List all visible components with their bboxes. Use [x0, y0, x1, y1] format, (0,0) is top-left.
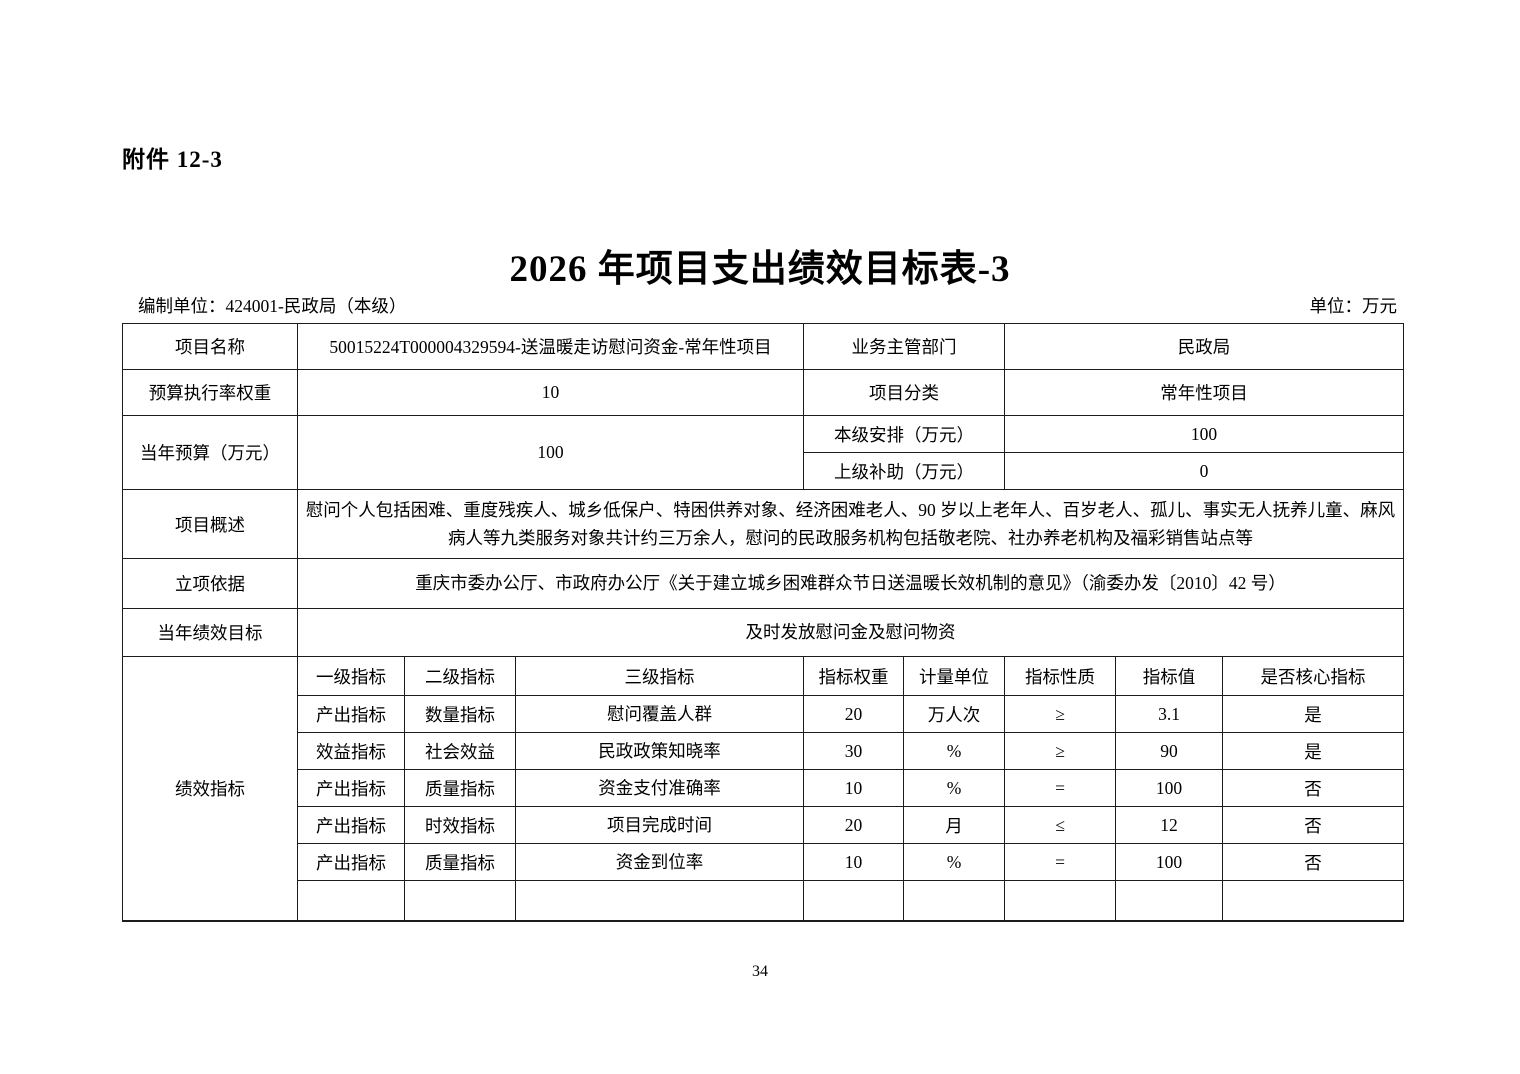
cell-core: 是 — [1222, 732, 1404, 770]
page-number: 34 — [752, 963, 768, 980]
indicator-header-level1: 一级指标 — [297, 656, 405, 696]
cell-level1: 产出指标 — [297, 769, 405, 807]
cell-level3: 民政政策知晓率 — [515, 732, 804, 770]
project-name-value: 50015224T000004329594-送温暖走访慰问资金-常年性项目 — [297, 323, 804, 370]
cell-unit: % — [903, 732, 1005, 770]
cell-level3: 资金支付准确率 — [515, 769, 804, 807]
dept-label: 业务主管部门 — [803, 323, 1005, 370]
cell-value: 12 — [1115, 806, 1223, 844]
cell-weight: 20 — [803, 806, 904, 844]
indicator-row: 产出指标 数量指标 慰问覆盖人群 20 万人次 ≥ 3.1 是 — [123, 695, 1404, 733]
cell-core — [1222, 880, 1404, 921]
cell-value: 100 — [1115, 769, 1223, 807]
cell-nature: ≥ — [1004, 732, 1116, 770]
cell-core: 否 — [1222, 843, 1404, 881]
indicator-header-nature: 指标性质 — [1004, 656, 1116, 696]
cell-unit — [903, 880, 1005, 921]
category-label: 项目分类 — [803, 369, 1005, 416]
cell-unit: % — [903, 769, 1005, 807]
indicator-row: 产出指标 质量指标 资金到位率 10 % = 100 否 — [123, 843, 1404, 881]
project-name-label: 项目名称 — [122, 323, 298, 370]
superior-subsidy-value: 0 — [1004, 452, 1404, 490]
cell-level1: 效益指标 — [297, 732, 405, 770]
cell-unit: 万人次 — [903, 695, 1005, 733]
cell-weight: 10 — [803, 843, 904, 881]
row-overview: 项目概述 慰问个人包括困难、重度残疾人、城乡低保户、特困供养对象、经济困难老人、… — [122, 489, 1404, 559]
goal-value: 及时发放慰问金及慰问物资 — [297, 608, 1404, 657]
cell-level2 — [404, 880, 516, 921]
indicator-header-value: 指标值 — [1115, 656, 1223, 696]
cell-level2: 质量指标 — [404, 769, 516, 807]
cell-core: 否 — [1222, 769, 1404, 807]
row-project-name: 项目名称 50015224T000004329594-送温暖走访慰问资金-常年性… — [122, 323, 1404, 370]
row-goal: 当年绩效目标 及时发放慰问金及慰问物资 — [122, 608, 1404, 657]
indicator-row: 效益指标 社会效益 民政政策知晓率 30 % ≥ 90 是 — [123, 732, 1404, 770]
page-title: 2026 年项目支出绩效目标表-3 — [509, 249, 1011, 290]
cell-level1: 产出指标 — [297, 843, 405, 881]
cell-weight: 20 — [803, 695, 904, 733]
local-arrangement-value: 100 — [1004, 415, 1404, 453]
cell-level1: 产出指标 — [297, 695, 405, 733]
cell-level1 — [297, 880, 405, 921]
cell-weight — [803, 880, 904, 921]
cell-nature: = — [1004, 843, 1116, 881]
overview-value: 慰问个人包括困难、重度残疾人、城乡低保户、特困供养对象、经济困难老人、90 岁以… — [297, 489, 1404, 559]
category-value: 常年性项目 — [1004, 369, 1404, 416]
cell-nature — [1004, 880, 1116, 921]
cell-nature: ≤ — [1004, 806, 1116, 844]
indicator-header-level3: 三级指标 — [515, 656, 804, 696]
cell-level1: 产出指标 — [297, 806, 405, 844]
cell-value: 100 — [1115, 843, 1223, 881]
indicator-header-level2: 二级指标 — [404, 656, 516, 696]
cell-nature: = — [1004, 769, 1116, 807]
cell-value: 90 — [1115, 732, 1223, 770]
indicators-section-label: 绩效指标 — [122, 656, 298, 921]
table-meta-row: 编制单位：424001-民政局（本级） 单位：万元 — [122, 293, 1403, 318]
indicator-header-weight: 指标权重 — [803, 656, 904, 696]
indicator-row: 产出指标 质量指标 资金支付准确率 10 % = 100 否 — [123, 769, 1404, 807]
goal-label: 当年绩效目标 — [122, 608, 298, 657]
budget-rate-label: 预算执行率权重 — [122, 369, 298, 416]
annual-budget-label: 当年预算（万元） — [122, 415, 298, 490]
cell-level3: 慰问覆盖人群 — [515, 695, 804, 733]
cell-nature: ≥ — [1004, 695, 1116, 733]
row-annual-budget-b: 上级补助（万元） 0 — [123, 452, 1404, 490]
indicator-row: 产出指标 时效指标 项目完成时间 20 月 ≤ 12 否 — [123, 806, 1404, 844]
prepared-by: 编制单位：424001-民政局（本级） — [138, 296, 407, 316]
indicator-header-unit: 计量单位 — [903, 656, 1005, 696]
cell-core: 是 — [1222, 695, 1404, 733]
basis-value: 重庆市委办公厅、市政府办公厅《关于建立城乡困难群众节日送温暖长效机制的意见》（渝… — [297, 558, 1404, 609]
local-arrangement-label: 本级安排（万元） — [803, 415, 1005, 453]
cell-level2: 质量指标 — [404, 843, 516, 881]
row-basis: 立项依据 重庆市委办公厅、市政府办公厅《关于建立城乡困难群众节日送温暖长效机制的… — [122, 558, 1404, 609]
cell-level2: 数量指标 — [404, 695, 516, 733]
cell-weight: 30 — [803, 732, 904, 770]
superior-subsidy-label: 上级补助（万元） — [803, 452, 1005, 490]
cell-level2: 社会效益 — [404, 732, 516, 770]
cell-level3: 项目完成时间 — [515, 806, 804, 844]
performance-target-table: 项目名称 50015224T000004329594-送温暖走访慰问资金-常年性… — [122, 323, 1404, 922]
cell-level2: 时效指标 — [404, 806, 516, 844]
cell-level3: 资金到位率 — [515, 843, 804, 881]
cell-value — [1115, 880, 1223, 921]
unit-note: 单位：万元 — [1309, 296, 1398, 316]
cell-level3 — [515, 880, 804, 921]
indicator-header-row: 绩效指标 一级指标 二级指标 三级指标 指标权重 计量单位 指标性质 指标值 是… — [122, 656, 1404, 921]
indicator-row-empty — [123, 880, 1404, 921]
budget-rate-value: 10 — [297, 369, 804, 416]
indicator-header-core: 是否核心指标 — [1222, 656, 1404, 696]
cell-unit: 月 — [903, 806, 1005, 844]
attachment-label: 附件 12-3 — [122, 147, 223, 172]
dept-value: 民政局 — [1004, 323, 1404, 370]
row-annual-budget-a: 当年预算（万元） 100 本级安排（万元） 100 — [122, 415, 1404, 490]
cell-unit: % — [903, 843, 1005, 881]
overview-label: 项目概述 — [122, 489, 298, 559]
annual-budget-value: 100 — [297, 415, 804, 490]
cell-value: 3.1 — [1115, 695, 1223, 733]
basis-label: 立项依据 — [122, 558, 298, 609]
cell-weight: 10 — [803, 769, 904, 807]
row-budget-rate: 预算执行率权重 10 项目分类 常年性项目 — [122, 369, 1404, 416]
cell-core: 否 — [1222, 806, 1404, 844]
